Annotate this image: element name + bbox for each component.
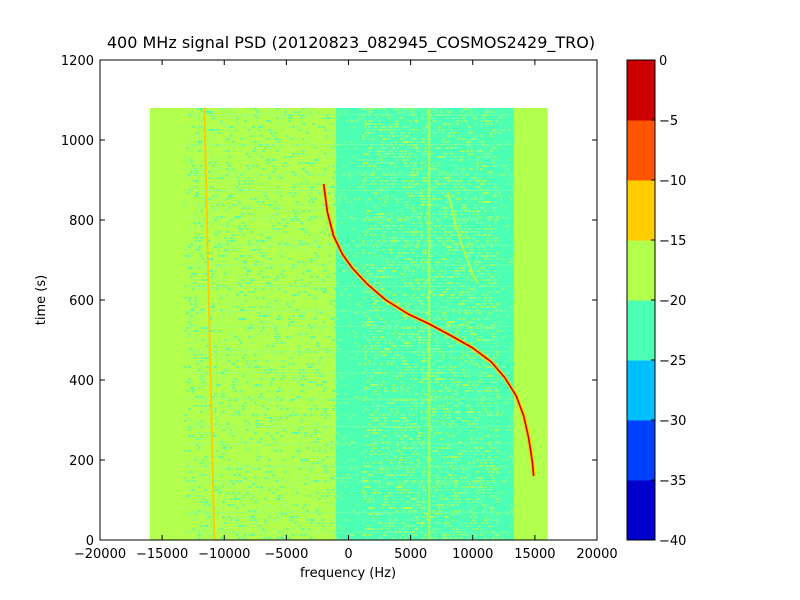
colorbar-level-3 — [627, 300, 655, 361]
heatmap-noise — [184, 108, 515, 539]
x-axis: −20000 −15000 −10000 −5000 0 5000 10000 15000 20… — [74, 60, 618, 562]
colorbar-tick-label-8: −40 — [659, 534, 686, 549]
colorbar-level-7 — [627, 60, 655, 121]
vertical-line-0 — [203, 107, 216, 540]
y-tick-label-5: 1000 — [61, 134, 94, 149]
x-tick-label-4: 0 — [344, 547, 352, 562]
colorbar-level-4 — [627, 240, 655, 301]
x-tick-label-7: 15000 — [514, 547, 555, 562]
y-tick-label-2: 400 — [69, 374, 94, 389]
heatmap-band-0 — [149, 108, 185, 540]
colorbar-level-2 — [627, 360, 655, 421]
colorbar: 0 −5 −10 −15 −20 −25 −30 −35 −40 — [626, 54, 686, 549]
x-axis-label: frequency (Hz) — [300, 566, 396, 581]
plot-area — [99, 59, 598, 541]
colorbar-tick-label-0: 0 — [659, 54, 667, 69]
heatmap-band-5 — [513, 108, 548, 540]
faint-trace — [446, 191, 479, 285]
colorbar-level-0 — [627, 480, 655, 541]
x-tick-label-8: 20000 — [576, 547, 617, 562]
y-tick-label-1: 200 — [69, 454, 94, 469]
chart-title: 400 MHz signal PSD (20120823_082945_COSM… — [107, 33, 595, 53]
colorbar-level-5 — [627, 180, 655, 241]
y-tick-label-3: 600 — [69, 294, 94, 309]
x-tick-label-2: −10000 — [198, 547, 250, 562]
y-axis: 0 200 400 600 800 1000 1200 — [61, 54, 597, 549]
y-tick-label-4: 800 — [69, 214, 94, 229]
colorbar-tick-label-6: −30 — [659, 414, 686, 429]
colorbar-tick-label-3: −15 — [659, 234, 686, 249]
y-tick-label-6: 1200 — [61, 54, 94, 69]
y-tick-label-0: 0 — [86, 534, 94, 549]
x-tick-label-6: 10000 — [452, 547, 493, 562]
colorbar-level-1 — [627, 420, 655, 481]
heatmap-layer — [149, 107, 548, 540]
colorbar-tick-label-7: −35 — [659, 474, 686, 489]
signal-trace — [322, 183, 535, 477]
y-axis-label: time (s) — [34, 275, 49, 325]
x-tick-label-0: −20000 — [74, 547, 126, 562]
colorbar-tick-label-1: −5 — [659, 114, 678, 129]
x-tick-label-5: 5000 — [394, 547, 427, 562]
heatmap-band-4 — [497, 108, 515, 540]
colorbar-tick-label-4: −20 — [659, 294, 686, 309]
colorbar-level-6 — [627, 120, 655, 181]
colorbar-tick-label-5: −25 — [659, 354, 686, 369]
x-tick-label-1: −15000 — [136, 547, 188, 562]
colorbar-tick-label-2: −10 — [659, 174, 686, 189]
x-tick-label-3: −5000 — [264, 547, 308, 562]
